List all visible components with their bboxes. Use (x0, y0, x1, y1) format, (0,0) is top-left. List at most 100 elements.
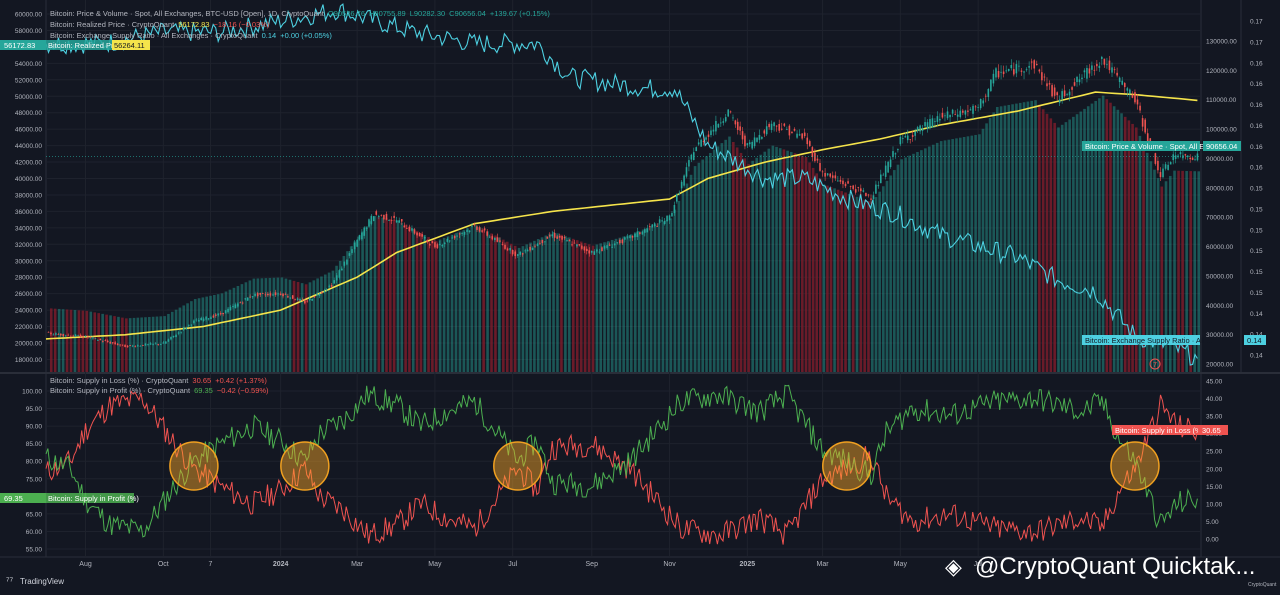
candle-body (700, 139, 702, 147)
left-tick-label: 28000.00 (15, 275, 42, 282)
candle-body (395, 220, 398, 223)
candle-body (636, 231, 639, 238)
candle-body (154, 343, 157, 345)
candle-body (239, 302, 242, 304)
legend-ratio: Bitcoin: Exchange Supply Ratio · All Exc… (50, 31, 332, 40)
volume-bar (999, 106, 1003, 373)
candle-body (661, 220, 663, 222)
candle-body (644, 229, 646, 233)
volume-bar (1134, 127, 1138, 372)
candle-body (1066, 94, 1068, 95)
candle-body (819, 163, 821, 171)
pct-tick-label: 80.00 (26, 459, 43, 466)
candle-body (55, 333, 57, 335)
candle-body (501, 243, 504, 245)
volume-bar (346, 251, 349, 372)
candle-body (879, 174, 882, 184)
candle-body (1149, 138, 1152, 143)
volume-bar (618, 237, 622, 372)
candle-body (1030, 61, 1033, 63)
volume-bar (431, 239, 434, 372)
price-tick-label: 30000.00 (1206, 332, 1233, 339)
candle-body (720, 122, 722, 124)
volume-bar (1049, 118, 1053, 372)
volume-bar (751, 160, 754, 372)
candle-body (1126, 88, 1129, 91)
candle-body (1002, 71, 1005, 75)
volume-bar (69, 309, 73, 372)
volume-bar (490, 233, 493, 372)
volume-bar (1034, 100, 1037, 372)
candle-body (205, 316, 207, 320)
candle-body (531, 248, 534, 250)
candle-body (202, 318, 205, 321)
volume-bar (1177, 170, 1180, 372)
candle-body (368, 219, 370, 227)
tradingview-logo[interactable]: ⁷⁷ TradingView (6, 576, 64, 587)
binance-icon: ◈ (945, 554, 962, 579)
volume-bar (673, 209, 677, 372)
volume-bar (1083, 108, 1086, 373)
volume-bar (280, 277, 284, 372)
candle-body (514, 251, 517, 256)
candle-body (1118, 77, 1121, 83)
x-tick-label: Jul (974, 561, 983, 568)
pct-tick-label: 90.00 (26, 424, 43, 431)
volume-bar (878, 191, 881, 372)
candle-body (849, 186, 852, 187)
candle-body (67, 334, 70, 336)
volume-bar (502, 239, 505, 372)
candle-body (408, 226, 411, 231)
candle-body (1194, 159, 1196, 161)
volume-bar (525, 244, 529, 372)
candle-body (287, 296, 289, 298)
price-tick-label: 60000.00 (1206, 244, 1233, 251)
candle-body (758, 134, 761, 140)
volume-bar (513, 245, 517, 372)
candle-body (116, 343, 119, 346)
alert-marker[interactable]: 7 (1149, 358, 1161, 370)
candle-body (372, 216, 375, 222)
candle-body (119, 344, 121, 346)
candle-body (882, 174, 885, 176)
candle-body (842, 180, 844, 185)
volume-bar (109, 315, 112, 372)
candle-body (671, 213, 673, 217)
price-tick-label: 80000.00 (1206, 185, 1233, 192)
candle-body (673, 205, 676, 214)
volume-bar (342, 256, 346, 372)
candle-body (499, 240, 501, 242)
highlight-circle (493, 441, 543, 491)
volume-bar (755, 157, 759, 372)
x-tick-label: Aug (79, 561, 92, 568)
volume-bar (521, 246, 525, 372)
candle-body (473, 224, 476, 226)
volume-bar (782, 149, 786, 372)
volume-bar (1164, 181, 1168, 372)
candle-body (57, 334, 60, 335)
candle-body (821, 171, 824, 173)
candle-body (1116, 72, 1118, 76)
candle-body (626, 236, 629, 238)
candle-body (358, 235, 361, 240)
volume-bar (450, 234, 454, 372)
volume-bar (916, 152, 919, 372)
candle-body (177, 332, 180, 334)
candle-body (816, 158, 819, 161)
left-tick-label: 50000.00 (15, 94, 42, 101)
volume-bar (304, 284, 308, 372)
volume-bar (693, 166, 697, 372)
candle-body (304, 300, 306, 304)
candle-body (456, 235, 458, 237)
candle-body (806, 137, 809, 145)
candle-body (423, 236, 426, 239)
candle-body (1098, 65, 1101, 68)
candle-body (1078, 79, 1081, 83)
ratio-tick-label: 0.16 (1250, 123, 1263, 130)
volume-bar (763, 151, 767, 372)
volume-bar (1075, 114, 1079, 373)
candle-body (680, 181, 683, 189)
candle-body (995, 68, 997, 78)
candle-body (962, 110, 964, 113)
